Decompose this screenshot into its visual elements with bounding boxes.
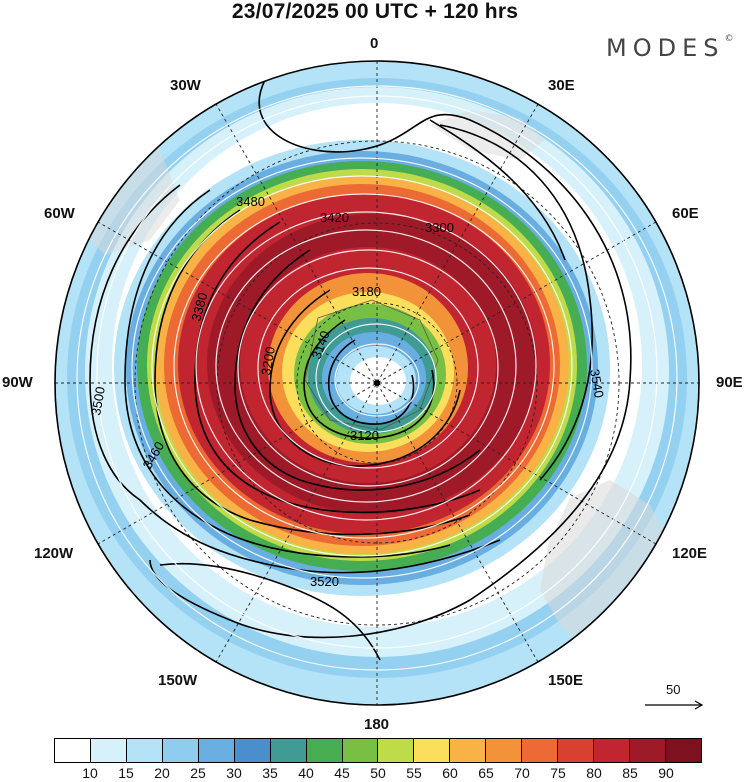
lon-label-180: 180 [364,716,390,733]
land-africa [430,110,545,160]
colorbar-cell [630,739,666,762]
colorbar-tick-label: 35 [262,765,278,781]
colorbar-tick-label: 45 [334,765,350,781]
colorbar-cell [90,739,127,762]
lon-label-60e: 60E [672,205,699,222]
colorbar-labels: 10 15 20 25 30 35 40 45 50 55 60 65 70 75 80 85 90 [54,765,702,782]
lon-label-120w: 120W [34,545,74,562]
lon-label-90e: 90E [716,374,743,391]
colorbar-cell [162,739,199,762]
colorbar-cell [342,739,379,762]
colorbar-cell [198,739,235,762]
colorbar-tick-label: 70 [514,765,530,781]
colorbar-cell [486,739,523,762]
contour-label: 3380 [188,291,210,323]
contour-label: 3520 [310,574,339,589]
colorbar-cell [450,739,487,762]
colorbar [54,738,702,763]
brand-logo: MODES© [606,34,733,62]
colorbar-tick-label: 85 [622,765,638,781]
colorbar-tick-label: 60 [442,765,458,781]
contour-label: 3200 [258,345,278,376]
contour-label: 3540 [587,368,607,399]
colorbar-tick-label: 55 [406,765,422,781]
contour-label: 3420 [320,210,349,225]
colorbar-cell [126,739,163,762]
colorbar-tick-label: 30 [226,765,242,781]
lon-label-30e: 30E [548,77,575,94]
reference-vector-arrow [645,700,704,710]
lon-label-60w: 60W [44,205,75,222]
lon-label-90w: 90W [2,374,33,391]
height-contours [89,79,632,661]
colorbar-cell [306,739,343,762]
contour-label: 3300 [425,220,454,235]
lon-label-0: 0 [370,35,379,52]
colorbar-tick-label: 50 [370,765,386,781]
wind-streamlines [76,85,678,671]
lon-label-150w: 150W [158,672,198,689]
lon-label-150e: 150E [548,672,584,689]
colorbar-tick-label: 10 [82,765,98,781]
contour-label: 3120 [350,428,379,443]
chart-title: 23/07/2025 00 UTC + 120 hrs [231,0,519,23]
colorbar-tick-label: 40 [298,765,314,781]
colorbar-cell [234,739,271,762]
lon-label-120e: 120E [672,545,708,562]
colorbar-tick-label: 75 [550,765,566,781]
colorbar-cell [414,739,451,762]
contour-label: 3500 [88,385,108,416]
colorbar-tick-label: 20 [154,765,170,781]
colorbar-tick-label: 80 [586,765,602,781]
south-pole-marker [374,380,380,386]
colorbar-cell [665,739,701,762]
colorbar-tick-label: 15 [118,765,134,781]
contour-label: 3180 [352,284,381,299]
colorbar-cell [594,739,630,762]
brand-text: MODES [606,34,725,62]
colorbar-cell [55,739,91,762]
map-boundary [54,60,700,706]
colorbar-cell [558,739,595,762]
reference-vector-label: 50 [666,682,681,697]
contour-label: 3480 [236,194,265,209]
coast-antarctica [304,299,439,431]
colorbar-cell [270,739,307,762]
copyright-mark: © [724,34,734,44]
colorbar-tick-label: 90 [658,765,674,781]
colorbar-cell [522,739,559,762]
lon-label-30w: 30W [170,77,201,94]
colorbar-tick-label: 25 [190,765,206,781]
colorbar-tick-label: 65 [478,765,494,781]
colorbar-cell [378,739,415,762]
